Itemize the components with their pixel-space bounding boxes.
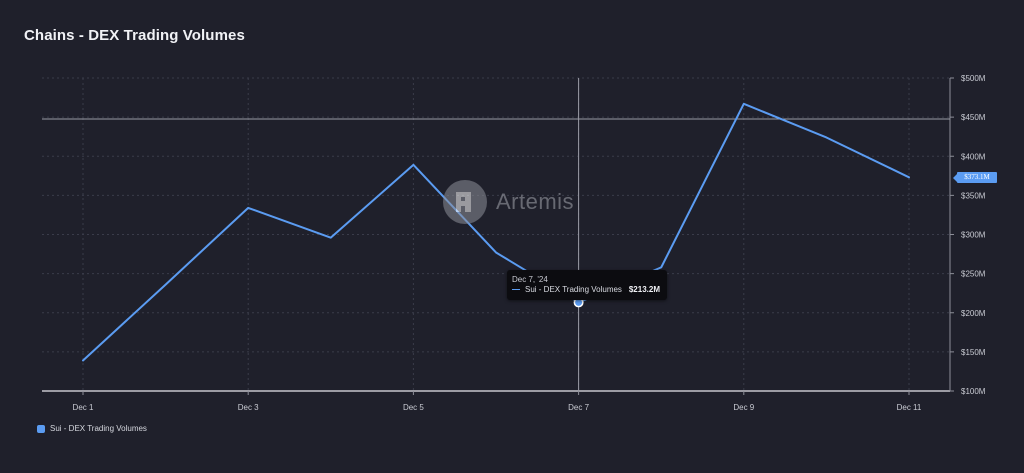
artemis-logo-icon [443,180,487,224]
crosshair [42,78,950,391]
watermark-text: Artemis [496,189,575,214]
y-axis-ticks: $100M $150M $200M $250M $300M $350M $400M $450M… [950,74,986,396]
tooltip-date: Dec 7, '24 [512,275,548,284]
chart-title: Chains - DEX Trading Volumes [24,27,245,44]
series-group[interactable] [82,102,910,362]
y-tick-label: $200M [961,309,986,318]
tooltip-series-name: Sui - DEX Trading Volumes [525,285,622,294]
chart-legend[interactable]: Sui - DEX Trading Volumes [37,424,147,433]
y-tick-label: $250M [961,270,986,279]
y-tick-label: $400M [961,152,986,161]
legend-swatch [37,424,45,433]
tooltip-series-line-icon [512,288,520,291]
series-line-sui-dex[interactable] [82,102,910,362]
artemis-watermark: Artemis [443,180,574,224]
grid-lines [42,77,950,391]
x-tick-label: Dec 3 [238,403,259,412]
hover-tooltip: Dec 7, '24 Sui - DEX Trading Volumes $21… [507,270,667,300]
y-tick-label: $150M [961,348,986,357]
legend-label: Sui - DEX Trading Volumes [50,424,147,433]
x-tick-label: Dec 11 [897,403,922,412]
x-tick-label: Dec 7 [568,403,589,412]
y-tick-label: $100M [961,387,986,396]
last-value-badge: $373.1M [953,172,997,183]
hover-point [575,298,583,306]
y-tick-label: $450M [961,113,986,122]
y-tick-label: $300M [961,231,986,240]
y-tick-label: $500M [961,74,986,83]
tooltip-value: $213.2M [628,285,660,294]
x-tick-label: Dec 1 [73,403,94,412]
x-axis-ticks: Dec 1 Dec 3 Dec 5 Dec 7 Dec 9 Dec 11 [73,391,922,412]
x-tick-label: Dec 9 [733,403,754,412]
tooltip-row: Sui - DEX Trading Volumes $213.2M [512,285,660,294]
y-tick-label: $350M [961,191,986,200]
x-tick-label: Dec 5 [403,403,424,412]
